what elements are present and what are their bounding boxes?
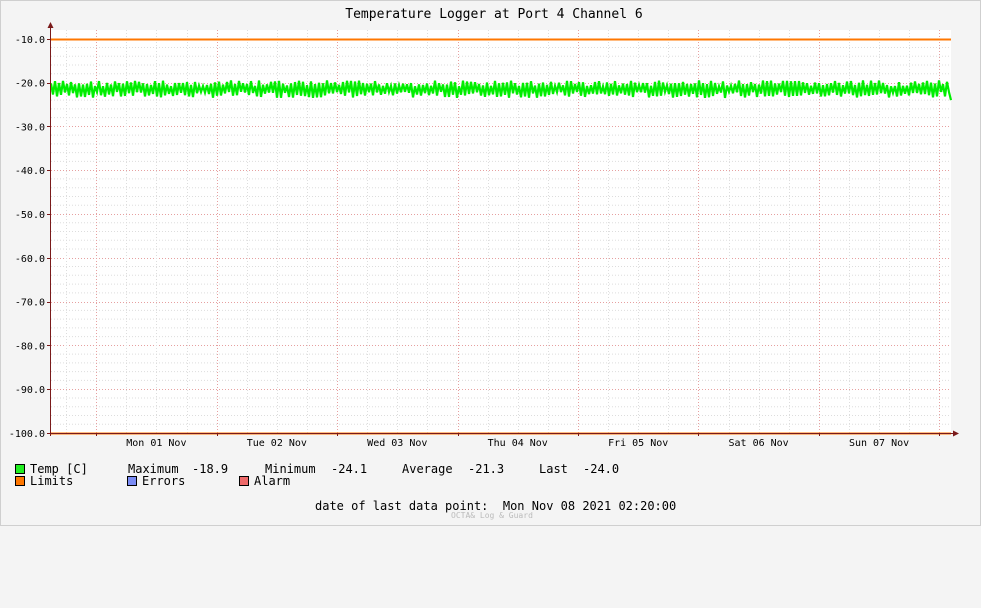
y-tick-label: -90.0: [15, 385, 45, 396]
x-tick-label: Thu 04 Nov: [488, 438, 548, 449]
legend-swatch-alarm: [239, 476, 249, 486]
stat-avg-label: Average: [402, 462, 453, 476]
chart-canvas: Temperature Logger at Port 4 Channel 6 -…: [9, 7, 959, 449]
stat-min-value: -24.1: [331, 462, 368, 476]
stat-min-label: Minimum: [265, 462, 316, 476]
legend-label-temp: Temp [C]: [30, 462, 88, 476]
legend-label-alarm: Alarm: [254, 474, 291, 488]
legend-swatch-temp: [15, 464, 25, 474]
y-tick-label: -40.0: [15, 166, 45, 177]
legend: Temp [C] Maximum -18.9 Minimum -24.1 Ave…: [15, 463, 619, 487]
y-tick-label: -10.0: [15, 35, 45, 46]
stat-last-value: -24.0: [583, 462, 620, 476]
x-tick-label: Mon 01 Nov: [126, 438, 186, 449]
legend-row-flags: Limits Errors Alarm: [15, 475, 290, 487]
legend-row-temp: Temp [C] Maximum -18.9 Minimum -24.1 Ave…: [15, 463, 619, 475]
y-tick-label: -20.0: [15, 79, 45, 90]
legend-swatch-limits: [15, 476, 25, 486]
y-tick-label: -50.0: [15, 210, 45, 221]
x-axis-arrow: [953, 430, 959, 437]
legend-swatch-errors: [127, 476, 137, 486]
y-tick-label: -60.0: [15, 254, 45, 265]
last-data-point: date of last data point: Mon Nov 08 2021…: [315, 499, 676, 513]
x-tick-label: Wed 03 Nov: [367, 438, 427, 449]
y-tick-label: -80.0: [15, 341, 45, 352]
last-data-point-value: Mon Nov 08 2021 02:20:00: [502, 499, 677, 513]
x-tick-label: Sun 07 Nov: [849, 438, 909, 449]
x-tick-label: Sat 06 Nov: [729, 438, 789, 449]
x-tick-label: Fri 05 Nov: [608, 438, 668, 449]
legend-label-limits: Limits: [30, 474, 74, 488]
stat-last-label: Last: [539, 462, 568, 476]
legend-label-errors: Errors: [142, 474, 186, 488]
x-tick-label: Tue 02 Nov: [247, 438, 307, 449]
credit-watermark: OCTA& Log & Guard: [451, 511, 533, 520]
y-tick-label: -100.0: [9, 429, 45, 440]
y-tick-label: -70.0: [15, 298, 45, 309]
stat-max-label: Maximum: [128, 462, 179, 476]
stat-avg-value: -21.3: [468, 462, 505, 476]
y-tick-label: -30.0: [15, 122, 45, 133]
y-axis-arrow: [47, 22, 54, 28]
chart-title: Temperature Logger at Port 4 Channel 6: [345, 7, 642, 22]
series-temp-line: [49, 80, 953, 101]
last-data-point-label: date of last data point:: [315, 499, 489, 513]
stat-max-value: -18.9: [192, 462, 229, 476]
